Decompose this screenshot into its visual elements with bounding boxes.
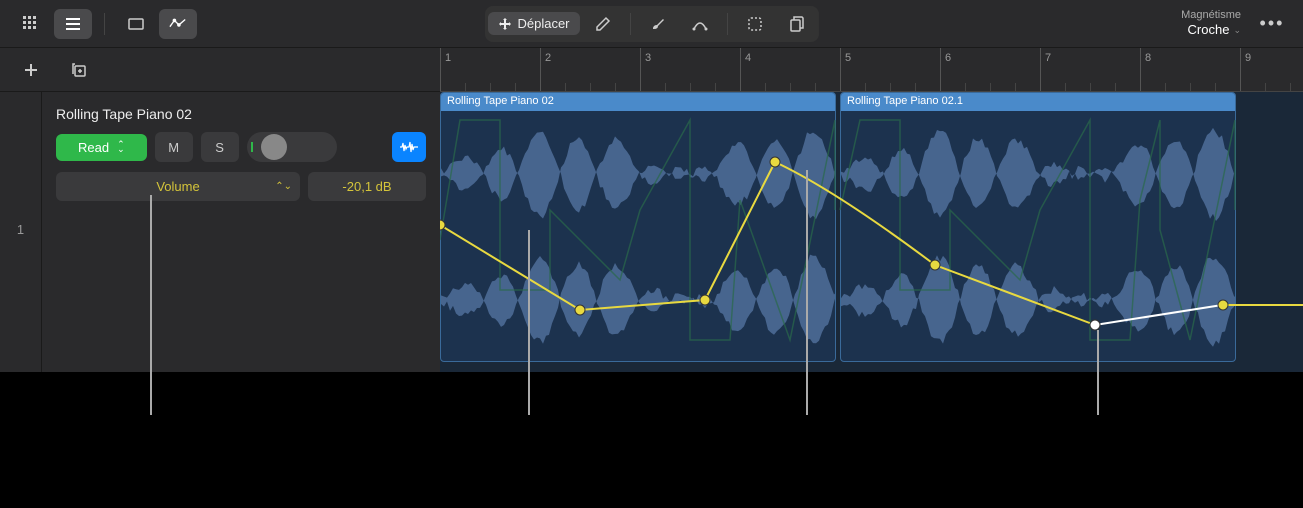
automation-mode-button[interactable]: Read ⌃⌄ (56, 134, 147, 161)
callout-line (806, 170, 808, 415)
move-icon (497, 17, 511, 31)
solo-button[interactable]: S (201, 132, 239, 162)
single-view-button[interactable] (117, 9, 155, 39)
snap-settings[interactable]: Magnétisme Croche ⌄ (1181, 9, 1245, 38)
ruler-bar-mark: 8 (1140, 48, 1155, 91)
automation-view-button[interactable] (159, 9, 197, 39)
curve-tool-button[interactable] (681, 9, 719, 39)
automation-param-select[interactable]: Volume ⌃⌄ (56, 172, 300, 201)
list-view-button[interactable] (54, 9, 92, 39)
snap-label: Magnétisme (1181, 9, 1241, 22)
select-tool-button[interactable] (736, 9, 774, 39)
timeline-area[interactable]: 123456789 Rolling Tape Piano 02Rolling T… (440, 92, 1303, 372)
ruler-bar-mark: 4 (740, 48, 755, 91)
automation-value-display[interactable]: -20,1 dB (308, 172, 426, 201)
ruler-bar-mark: 2 (540, 48, 555, 91)
main-toolbar: Déplacer Magnétisme Croche ⌄ ••• (0, 0, 1303, 48)
ruler-bar-mark: 6 (940, 48, 955, 91)
ruler-bar-mark: 3 (640, 48, 655, 91)
callout-line (150, 195, 152, 415)
chevron-updown-icon: ⌃⌄ (275, 181, 292, 192)
edit-tools-group: Déplacer (484, 6, 818, 42)
audio-region[interactable]: Rolling Tape Piano 02 (440, 92, 836, 362)
more-menu-button[interactable]: ••• (1253, 9, 1291, 39)
pan-tick-icon (251, 142, 253, 152)
pan-slider[interactable] (247, 132, 337, 162)
pan-thumb[interactable] (261, 134, 287, 160)
automation-mode-label: Read (78, 140, 109, 155)
automation-param-label: Volume (156, 179, 199, 194)
brush-tool-button[interactable] (639, 9, 677, 39)
grid-view-button[interactable] (12, 9, 50, 39)
snap-value: Croche (1188, 22, 1230, 38)
audio-region[interactable]: Rolling Tape Piano 02.1 (840, 92, 1236, 362)
callout-line (528, 230, 530, 415)
ruler-bar-mark: 5 (840, 48, 855, 91)
waveform-icon (399, 140, 419, 154)
ruler-bar-mark: 9 (1240, 48, 1255, 91)
move-tool-label: Déplacer (517, 16, 569, 31)
region-name-label: Rolling Tape Piano 02.1 (841, 93, 1235, 111)
mute-button[interactable]: M (155, 132, 193, 162)
region-name-label: Rolling Tape Piano 02 (441, 93, 835, 111)
track-number: 1 (0, 92, 42, 372)
track-type-icon[interactable] (392, 132, 426, 162)
arrange-area: 1 Rolling Tape Piano 02 Read ⌃⌄ M S (0, 92, 1303, 372)
pencil-tool-button[interactable] (584, 9, 622, 39)
track-name-label[interactable]: Rolling Tape Piano 02 (56, 106, 426, 122)
add-track-button[interactable] (12, 55, 50, 85)
copy-tool-button[interactable] (778, 9, 816, 39)
move-tool-button[interactable]: Déplacer (487, 12, 579, 35)
track-header: 1 Rolling Tape Piano 02 Read ⌃⌄ M S (0, 92, 440, 372)
bar-ruler[interactable]: 1 2 3 4 5 6 7 8 9 (440, 48, 1303, 92)
duplicate-track-button[interactable] (60, 55, 98, 85)
chevron-down-icon: ⌄ (1233, 25, 1241, 36)
callout-line (1097, 330, 1099, 415)
chevron-updown-icon: ⌃⌄ (117, 142, 125, 153)
ruler-bar-mark: 7 (1040, 48, 1055, 91)
ruler-bar-mark: 1 (440, 48, 455, 91)
